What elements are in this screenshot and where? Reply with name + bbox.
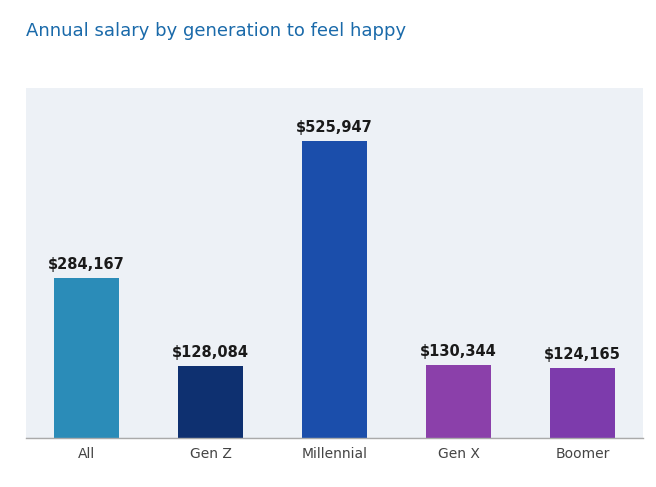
Bar <box>178 366 243 438</box>
Bar <box>54 278 119 438</box>
Bar <box>550 368 615 438</box>
Text: $525,947: $525,947 <box>297 120 373 135</box>
Text: $124,165: $124,165 <box>544 347 621 362</box>
Bar <box>426 365 491 438</box>
Text: Annual salary by generation to feel happy: Annual salary by generation to feel happ… <box>26 22 406 40</box>
Bar <box>302 141 367 438</box>
Text: $128,084: $128,084 <box>172 345 249 360</box>
Text: $284,167: $284,167 <box>48 257 125 272</box>
Text: $130,344: $130,344 <box>420 344 497 359</box>
